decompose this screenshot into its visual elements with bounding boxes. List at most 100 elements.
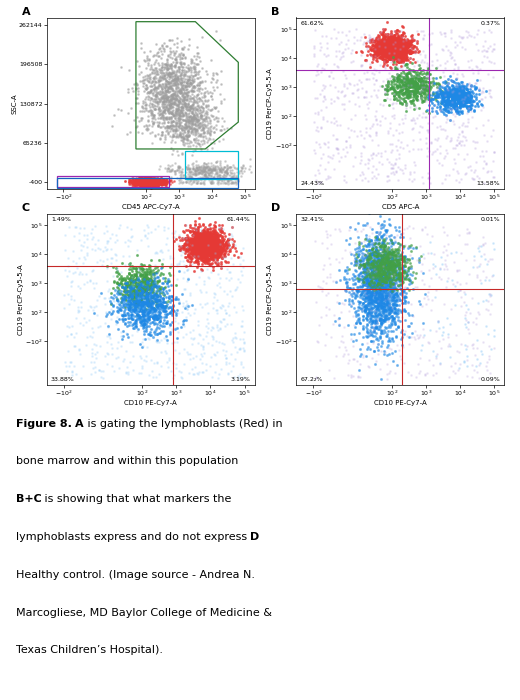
Point <box>385 39 393 50</box>
Point <box>149 174 157 186</box>
Point <box>157 301 165 312</box>
Point <box>157 63 165 74</box>
Point <box>378 300 386 311</box>
Point <box>116 341 125 352</box>
Point <box>152 335 160 346</box>
Point <box>74 304 82 316</box>
Point <box>406 44 414 55</box>
Point <box>387 262 396 273</box>
Point <box>146 176 154 187</box>
Point <box>77 269 86 280</box>
Point <box>404 45 412 56</box>
Point <box>398 82 407 93</box>
Point <box>199 229 207 240</box>
Point <box>153 303 162 314</box>
Point <box>177 117 185 128</box>
Point <box>472 270 480 281</box>
Point <box>165 104 173 115</box>
Point <box>132 174 140 185</box>
Point <box>144 176 152 188</box>
Point <box>191 242 200 253</box>
Point <box>399 47 408 58</box>
Point <box>472 38 480 50</box>
Point <box>174 162 182 174</box>
Point <box>485 87 493 98</box>
Point <box>410 60 418 71</box>
Point <box>141 270 150 281</box>
Point <box>363 311 372 322</box>
Point <box>377 293 385 304</box>
Point <box>384 50 392 62</box>
Point <box>383 41 392 52</box>
Point <box>378 159 386 170</box>
Point <box>159 286 167 297</box>
Point <box>382 41 391 52</box>
Point <box>213 232 221 243</box>
Point <box>205 175 214 186</box>
Point <box>217 165 225 176</box>
Point <box>139 176 147 188</box>
Point <box>198 253 206 264</box>
Point <box>381 42 389 53</box>
Point <box>164 276 172 287</box>
Point <box>360 260 368 272</box>
Point <box>188 123 196 134</box>
Point <box>136 176 145 188</box>
Point <box>152 290 161 302</box>
Point <box>193 108 201 120</box>
Point <box>133 177 141 188</box>
Point <box>441 83 449 94</box>
Point <box>404 41 412 52</box>
Point <box>406 47 414 58</box>
Point <box>459 90 467 101</box>
Point <box>405 145 413 156</box>
Point <box>465 83 474 94</box>
Point <box>138 102 146 113</box>
Point <box>411 326 419 337</box>
Point <box>362 321 370 332</box>
Point <box>140 272 148 283</box>
Point <box>142 177 151 188</box>
Point <box>155 132 164 144</box>
Point <box>154 128 163 139</box>
Point <box>375 46 383 57</box>
Point <box>148 291 157 302</box>
Point <box>376 116 385 127</box>
Point <box>410 104 418 115</box>
Point <box>149 177 157 188</box>
Point <box>378 287 386 298</box>
Point <box>148 176 156 187</box>
Point <box>193 94 202 105</box>
Point <box>394 259 402 270</box>
Point <box>167 90 175 101</box>
Point <box>218 171 227 182</box>
Point <box>136 181 144 192</box>
Point <box>417 92 425 103</box>
Point <box>175 94 184 106</box>
Point <box>465 87 473 98</box>
Point <box>148 176 157 187</box>
Point <box>370 322 379 333</box>
Point <box>372 292 381 303</box>
Point <box>489 172 498 183</box>
Point <box>145 178 153 190</box>
Point <box>485 340 493 351</box>
Point <box>141 303 149 314</box>
Point <box>147 176 155 188</box>
Point <box>225 234 233 245</box>
Point <box>154 176 163 188</box>
Point <box>214 236 223 247</box>
Point <box>471 83 479 94</box>
Point <box>380 34 388 46</box>
Point <box>397 333 405 344</box>
Point <box>385 38 394 49</box>
Point <box>143 321 151 332</box>
Point <box>384 257 392 268</box>
Point <box>197 253 205 265</box>
Point <box>391 29 399 41</box>
Point <box>366 260 374 271</box>
Point <box>142 288 151 300</box>
Point <box>129 114 138 125</box>
Point <box>390 278 398 289</box>
Point <box>379 42 387 53</box>
